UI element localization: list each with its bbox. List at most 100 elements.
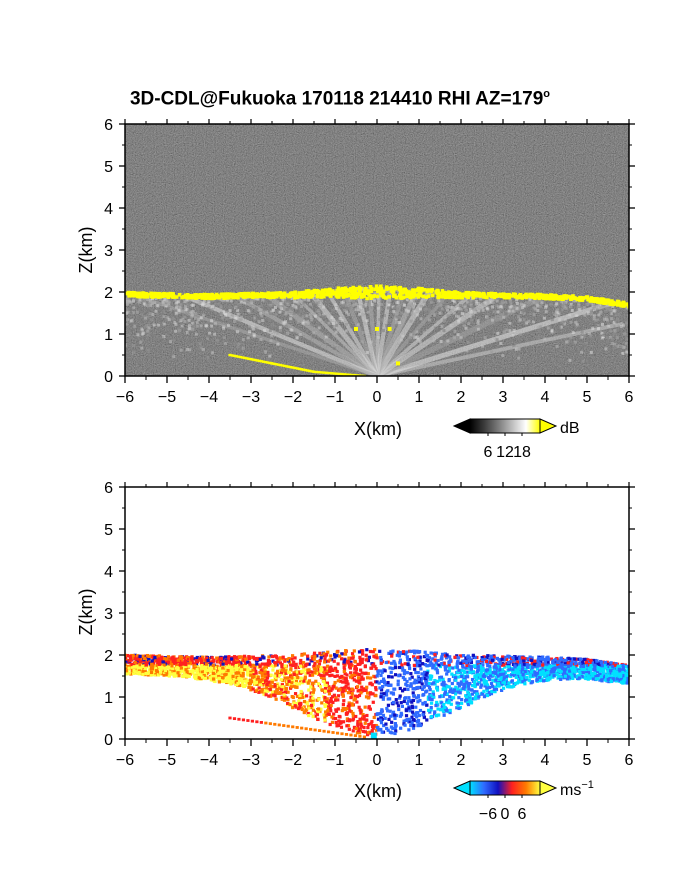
backscatter-cell	[457, 319, 461, 323]
velocity-cell	[153, 673, 157, 677]
backscatter-cell	[206, 320, 210, 324]
velocity-cell	[556, 667, 560, 671]
velocity-cell	[235, 658, 239, 662]
velocity-cell	[237, 678, 241, 683]
velocity-cell	[152, 658, 156, 662]
backscatter-cell	[369, 329, 373, 333]
backscatter-cell	[477, 309, 481, 313]
backscatter-cell	[486, 316, 490, 320]
backscatter-cell	[364, 301, 368, 305]
velocity-cell	[386, 703, 391, 707]
velocity-cell	[147, 654, 151, 658]
backscatter-cell	[190, 303, 194, 307]
backscatter-cell	[367, 334, 371, 338]
velocity-cell	[423, 676, 428, 681]
saturated-cloud-top-cell	[320, 288, 325, 293]
velocity-cell	[172, 670, 176, 674]
saturated-cloud-top-cell	[411, 294, 416, 299]
velocity-cell	[421, 687, 425, 691]
backscatter-cell	[600, 331, 604, 335]
backscatter-cell	[177, 308, 181, 312]
velocity-cell	[393, 666, 398, 670]
velocity-cell	[444, 656, 449, 660]
backscatter-cell	[191, 327, 195, 331]
velocity-cell	[406, 687, 410, 692]
backscatter-cell	[163, 297, 167, 301]
velocity-cell	[322, 677, 326, 681]
saturated-cloud-top-cell	[368, 293, 372, 298]
velocity-cell	[350, 652, 355, 656]
velocity-cell	[345, 717, 349, 721]
saturated-cloud-top-cell	[384, 285, 389, 289]
backscatter-cell	[622, 323, 626, 327]
backscatter-cell	[259, 304, 263, 308]
velocity-cell	[291, 706, 295, 710]
lower-arc-cell	[228, 353, 232, 357]
saturated-cloud-top-cell	[478, 294, 482, 298]
backscatter-cell	[201, 347, 205, 351]
velocity-cell	[387, 717, 391, 721]
velocity-cell	[310, 705, 315, 709]
velocity-cell	[323, 716, 327, 720]
velocity-cell	[344, 649, 348, 653]
velocity-cell	[505, 657, 509, 662]
velocity-cell	[541, 671, 545, 675]
lower-arc-cell	[287, 365, 291, 368]
velocity-cell	[222, 671, 227, 676]
saturated-cloud-top-cell	[447, 290, 451, 294]
velocity-cell	[586, 674, 590, 678]
backscatter-cell	[367, 302, 371, 306]
saturated-cloud-top-cell	[322, 294, 326, 299]
velocity-cell	[391, 700, 396, 705]
backscatter-cell	[466, 340, 470, 344]
velocity-cell	[440, 704, 445, 708]
backscatter-cell	[427, 318, 431, 322]
backscatter-cell	[562, 301, 566, 305]
velocity-cell	[342, 699, 346, 703]
velocity-cell	[427, 685, 432, 690]
backscatter-cell	[317, 310, 321, 314]
velocity-cell	[430, 662, 434, 666]
saturated-cloud-top-cell	[258, 294, 262, 298]
backscatter-cell	[271, 309, 275, 313]
backscatter-cell	[224, 313, 228, 317]
backscatter-cell	[512, 353, 516, 357]
velocity-cell	[415, 711, 419, 715]
backscatter-cell	[437, 328, 441, 332]
velocity-cell	[422, 710, 426, 715]
backscatter-cell	[602, 330, 606, 334]
backscatter-cell	[460, 304, 464, 308]
backscatter-cell	[250, 325, 254, 329]
velocity-cell	[464, 666, 468, 670]
backscatter-cell	[626, 333, 629, 337]
velocity-cell	[500, 668, 505, 672]
velocity-cell	[374, 653, 378, 657]
velocity-cell	[614, 679, 618, 683]
backscatter-cell	[453, 336, 457, 340]
velocity-cell	[145, 661, 150, 665]
velocity-cell	[434, 703, 438, 708]
velocity-cell	[399, 701, 403, 705]
backscatter-cell	[550, 330, 554, 334]
velocity-cell	[420, 682, 424, 686]
backscatter-cell	[245, 300, 249, 304]
backscatter-cell	[339, 303, 343, 307]
backscatter-cell	[432, 339, 436, 343]
velocity-cell	[394, 729, 398, 733]
velocity-cell	[324, 713, 328, 717]
velocity-cell	[623, 665, 628, 669]
velocity-cell	[266, 670, 270, 675]
backscatter-cell	[599, 303, 603, 307]
backscatter-cell	[538, 304, 542, 308]
backscatter-cell	[330, 316, 334, 320]
backscatter-cell	[545, 300, 549, 304]
velocity-cell	[196, 671, 200, 675]
backscatter-cell	[416, 337, 420, 341]
velocity-cell	[351, 729, 355, 733]
backscatter-cell	[614, 323, 618, 327]
backscatter-cell	[314, 303, 318, 307]
backscatter-cell	[184, 305, 188, 309]
backscatter-cell	[292, 305, 296, 309]
velocity-cell	[291, 663, 295, 668]
saturated-cloud-top-cell	[514, 294, 519, 299]
